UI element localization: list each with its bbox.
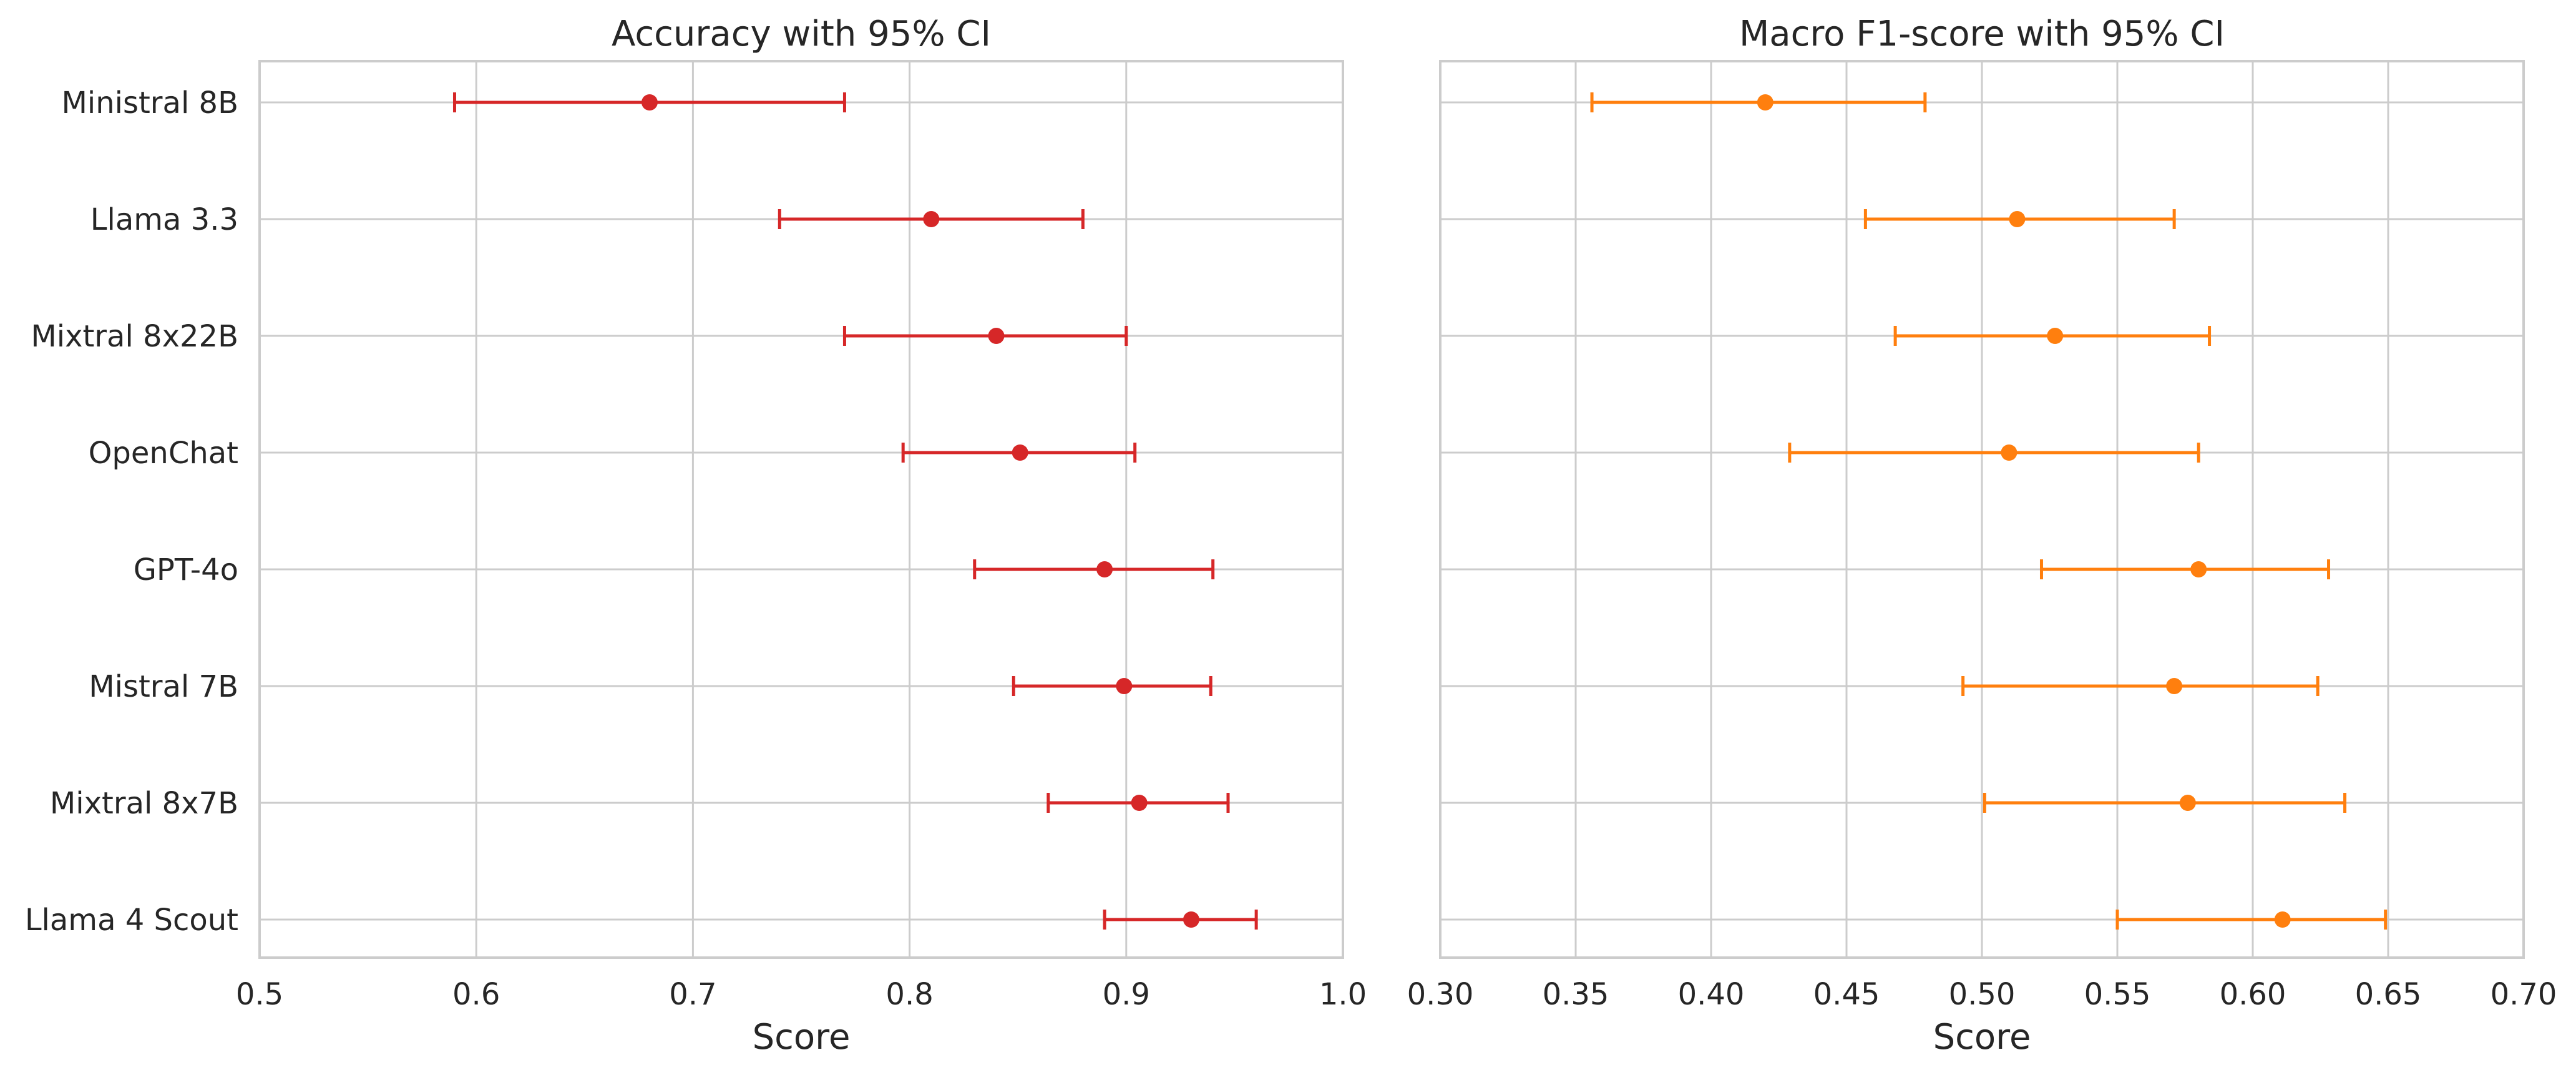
macro-f1-x-tick-label: 0.40 — [1678, 977, 1745, 1012]
macro-f1-x-tick-label: 0.35 — [1543, 977, 1609, 1012]
macro-f1-point — [2274, 911, 2291, 928]
model-label: Mixtral 8x22B — [31, 319, 238, 354]
model-label: Mistral 7B — [89, 669, 238, 704]
accuracy-x-axis-label: Score — [753, 1017, 851, 1058]
accuracy-point — [1131, 795, 1148, 811]
macro-f1-point — [1757, 94, 1773, 110]
accuracy-x-tick-label: 0.7 — [669, 977, 716, 1012]
macro-f1-point — [2190, 561, 2207, 577]
macro-f1-point — [2001, 444, 2017, 461]
macro-f1-point — [2009, 211, 2026, 227]
macro-f1-marks — [1590, 92, 2388, 930]
accuracy-panel: Accuracy with 95% CI 0.5 0.6 0.7 0.8 0.9 1.0 … — [25, 14, 1367, 1058]
accuracy-plot-frame — [258, 60, 1344, 959]
macro-f1-point — [2179, 795, 2196, 811]
macro-f1-x-axis-label: Score — [1933, 1017, 2031, 1058]
macro-f1-panel: Macro F1-score with 95% CI 0.30 0.35 0.40 0… — [1407, 14, 2557, 1058]
macro-f1-x-tick-label: 0.70 — [2491, 977, 2557, 1012]
model-label: Mixtral 8x7B — [50, 786, 238, 821]
macro-f1-x-tick-label: 0.50 — [1949, 977, 2016, 1012]
accuracy-marks — [452, 92, 1258, 930]
macro-f1-x-ticks: 0.30 0.35 0.40 0.45 0.50 0.55 0.60 0.65 0.70 — [1407, 977, 2557, 1012]
macro-f1-panel-title: Macro F1-score with 95% CI — [1739, 14, 2225, 54]
accuracy-point — [1012, 444, 1028, 461]
accuracy-point — [923, 211, 940, 227]
macro-f1-grid — [1439, 61, 2525, 958]
accuracy-x-tick-label: 0.8 — [886, 977, 933, 1012]
macro-f1-x-tick-label: 0.30 — [1407, 977, 1474, 1012]
model-label: OpenChat — [89, 436, 238, 471]
model-label: Ministral 8B — [61, 86, 238, 120]
macro-f1-x-tick-label: 0.45 — [1813, 977, 1880, 1012]
macro-f1-point — [2047, 328, 2064, 344]
accuracy-x-tick-label: 0.6 — [452, 977, 500, 1012]
macro-f1-x-tick-label: 0.60 — [2220, 977, 2286, 1012]
model-label: Llama 4 Scout — [25, 903, 238, 938]
macro-f1-x-tick-label: 0.55 — [2084, 977, 2151, 1012]
model-label: GPT-4o — [134, 552, 238, 587]
macro-f1-plot-frame — [1439, 60, 2525, 959]
accuracy-point — [641, 94, 658, 110]
accuracy-point — [1116, 678, 1133, 694]
macro-f1-x-tick-label: 0.65 — [2355, 977, 2422, 1012]
accuracy-x-ticks: 0.5 0.6 0.7 0.8 0.9 1.0 — [236, 977, 1367, 1012]
accuracy-panel-title: Accuracy with 95% CI — [612, 14, 991, 54]
model-labels: Ministral 8B Llama 3.3 Mixtral 8x22B OpenCh… — [25, 86, 238, 938]
accuracy-point — [1096, 561, 1113, 577]
macro-f1-point — [2166, 678, 2183, 694]
accuracy-x-tick-label: 1.0 — [1319, 977, 1367, 1012]
accuracy-grid — [258, 61, 1344, 958]
model-label: Llama 3.3 — [90, 202, 238, 237]
accuracy-point — [988, 328, 1005, 344]
accuracy-point — [1183, 911, 1199, 928]
accuracy-x-tick-label: 0.9 — [1103, 977, 1150, 1012]
accuracy-x-tick-label: 0.5 — [236, 977, 283, 1012]
